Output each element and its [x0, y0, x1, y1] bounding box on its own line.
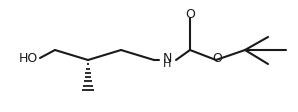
Text: O: O: [185, 9, 195, 22]
Text: O: O: [212, 52, 222, 65]
Text: H: H: [163, 59, 171, 69]
Text: N: N: [162, 52, 172, 65]
Text: HO: HO: [19, 52, 38, 65]
